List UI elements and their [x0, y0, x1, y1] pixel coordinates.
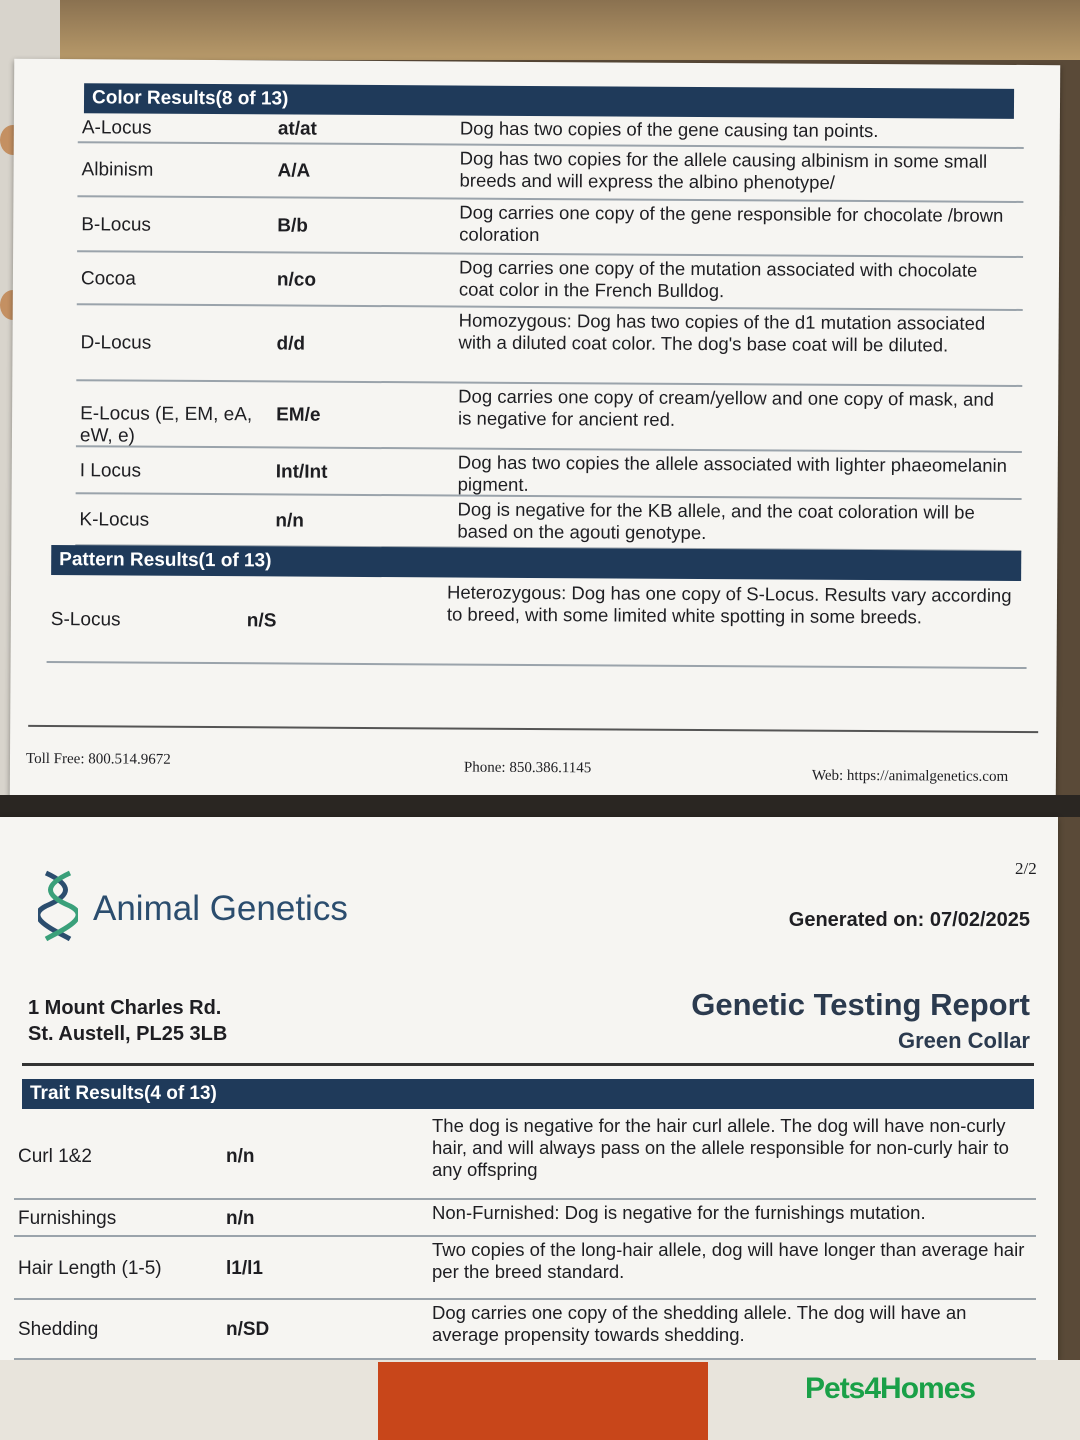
genotype-value: Int/Int	[275, 460, 328, 483]
genotype-value: n/n	[275, 510, 305, 532]
result-row: E-Locus (E, EM, eA, eW, e) EM/e Dog carrie…	[75, 381, 1023, 453]
result-description: Dog carries one copy of the shedding all…	[432, 1302, 967, 1345]
genotype-value: EM/e	[276, 404, 321, 426]
result-description: The dog is negative for the hair curl al…	[432, 1115, 1009, 1180]
trait-name: K-Locus	[79, 509, 150, 531]
result-description: Dog carries one copy of cream/yellow and…	[458, 385, 995, 430]
genotype-value: d/d	[276, 333, 306, 355]
genotype-value: n/n	[226, 1145, 255, 1167]
background-desk	[0, 0, 1080, 60]
result-row: Furnishings n/n Non-Furnished: Dog is nega…	[14, 1200, 1036, 1237]
page-number: 2/2	[1015, 859, 1037, 878]
report-page-1: Color Results(8 of 13) A-Locus at/at Dog h…	[9, 58, 1061, 806]
trait-name: Furnishings	[18, 1207, 117, 1229]
dna-logo-icon	[38, 870, 78, 942]
genotype-value: n/n	[226, 1207, 255, 1229]
trait-name: Albinism	[81, 159, 154, 181]
trait-name: E-Locus (E, EM, eA, eW, e)	[79, 403, 253, 447]
genotype-value: B/b	[277, 214, 308, 237]
report-title: Genetic Testing Report	[691, 987, 1030, 1022]
result-description: Dog is negative for the KB allele, and t…	[457, 498, 975, 544]
report-page-2: 2/2 Animal Genetics Generated on: 07/02/…	[0, 817, 1058, 1360]
result-description: Two copies of the long-hair allele, dog …	[432, 1239, 1025, 1282]
pattern-results-header: Pattern Results(1 of 13)	[51, 545, 1022, 581]
watermark-logo: Pets4Homes	[805, 1372, 976, 1405]
phone: Phone: 850.386.1145	[463, 759, 592, 777]
result-description: Dog carries one copy of the mutation ass…	[458, 256, 978, 302]
toll-free: Toll Free: 800.514.9672	[25, 750, 171, 768]
background-orange-paper	[378, 1362, 708, 1440]
result-row: Cocoa n/co Dog carries one copy of the mut…	[76, 252, 1024, 311]
trait-name: Shedding	[18, 1319, 99, 1340]
genotype-value: n/SD	[226, 1319, 270, 1340]
genotype-value: n/S	[246, 610, 277, 632]
result-description: Dog carries one copy of the gene respons…	[459, 201, 1004, 246]
footer-divider	[28, 724, 1039, 734]
result-description: Dog has two copies of the gene causing t…	[459, 117, 879, 142]
trait-name: I Locus	[79, 459, 142, 482]
trait-name: A-Locus	[81, 117, 152, 139]
genotype-value: n/co	[276, 268, 317, 291]
result-row: S-Locus n/S Heterozygous: Dog has one copy…	[46, 577, 1028, 670]
result-description: Non-Furnished: Dog is negative for the f…	[432, 1202, 926, 1223]
result-row: Curl 1&2 n/n The dog is negative for the h…	[14, 1113, 1036, 1200]
trait-name: B-Locus	[81, 213, 152, 236]
result-row: K-Locus n/n Dog is negative for the KB all…	[75, 494, 1022, 552]
brand-name: Animal Genetics	[93, 889, 348, 928]
website: Web: https://animalgenetics.com	[811, 767, 1009, 785]
page-separator	[0, 795, 1080, 817]
trait-name: S-Locus	[50, 609, 121, 631]
result-row: I Locus Int/Int Dog has two copies the all…	[75, 447, 1022, 500]
header-divider	[22, 1063, 1034, 1066]
result-row: B-Locus B/b Dog carries one copy of the ge…	[77, 197, 1024, 258]
result-description: Dog has two copies the allele associated…	[457, 451, 1008, 495]
result-description: Heterozygous: Dog has one copy of S-Locu…	[446, 581, 1012, 628]
address-line-2: St. Austell, PL25 3LB	[28, 1023, 228, 1045]
trait-name: Cocoa	[80, 267, 136, 290]
result-row: Albinism A/A Dog has two copies for the al…	[77, 143, 1024, 203]
address-line-1: 1 Mount Charles Rd.	[28, 997, 222, 1019]
genotype-value: A/A	[277, 160, 311, 182]
result-row: Shedding n/SD Dog carries one copy of the …	[14, 1300, 1036, 1360]
trait-name: Curl 1&2	[18, 1145, 92, 1167]
generated-date: Generated on: 07/02/2025	[788, 909, 1030, 931]
genotype-value: at/at	[277, 118, 317, 140]
genotype-value: l1/l1	[226, 1257, 263, 1279]
result-row: D-Locus d/d Homozygous: Dog has two copies…	[76, 305, 1023, 387]
trait-results-header: Trait Results(4 of 13)	[22, 1079, 1034, 1109]
result-description: Homozygous: Dog has two copies of the d1…	[458, 309, 986, 356]
result-description: Dog has two copies for the allele causin…	[459, 147, 988, 193]
result-row: Hair Length (1-5) l1/l1 Two copies of the …	[14, 1237, 1036, 1300]
trait-name: Hair Length (1-5)	[18, 1257, 162, 1279]
dog-name: Green Collar	[897, 1028, 1030, 1053]
trait-name: D-Locus	[80, 332, 152, 354]
